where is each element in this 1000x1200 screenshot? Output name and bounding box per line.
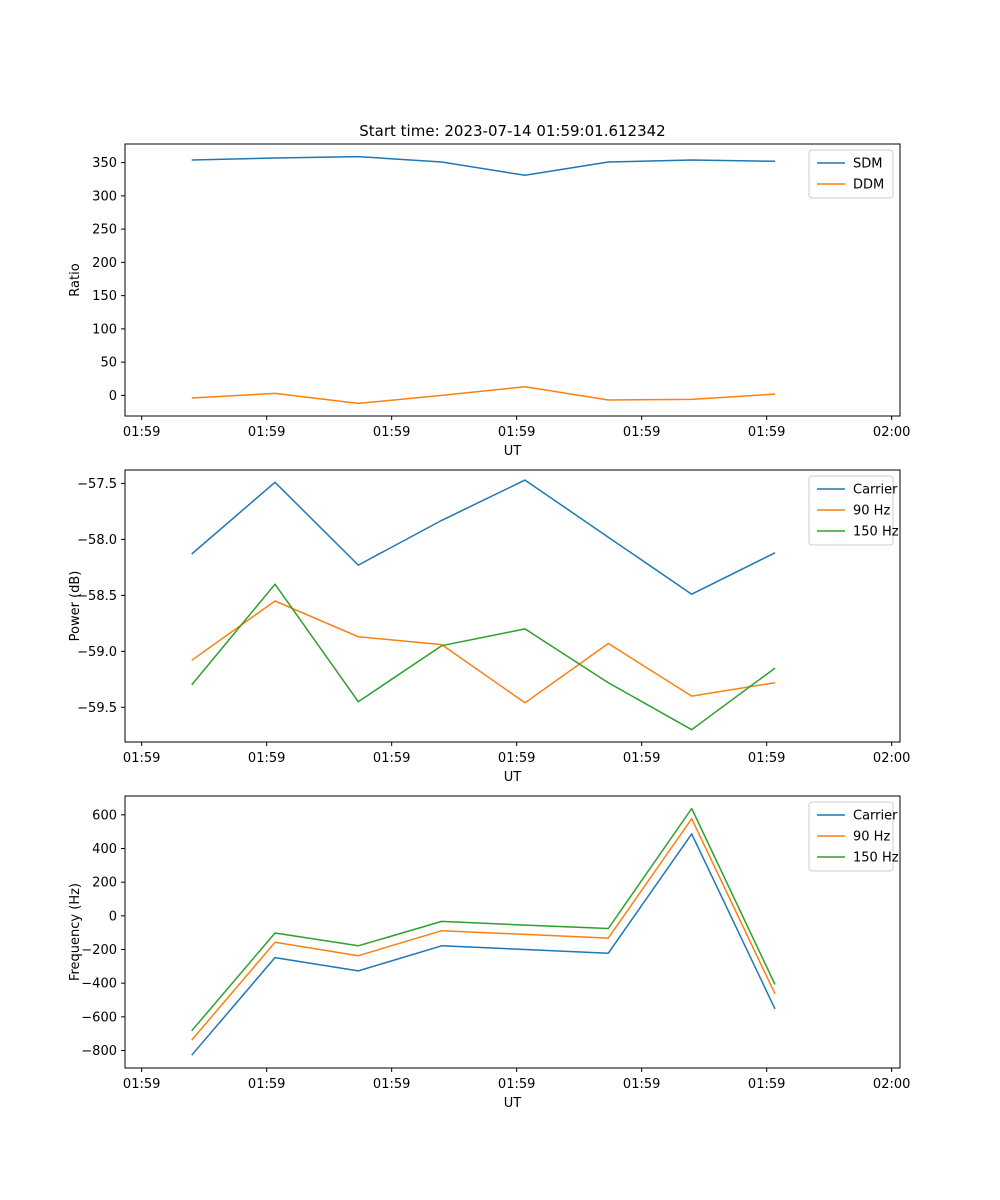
power-chart: 01:59 01:59 01:59 01:59 01:59 01:59 02:00 −59.5…	[68, 469, 910, 785]
x-tick-label: 02:00	[873, 1077, 910, 1092]
y-tick-label: 100	[92, 322, 117, 337]
legend-entry: Carrier	[853, 483, 898, 498]
y-tick-label: 350	[92, 156, 117, 171]
y-tick-label: −800	[81, 1044, 117, 1059]
x-tick-label: 01:59	[498, 751, 535, 766]
x-axis-label: UT	[504, 1096, 522, 1111]
x-tick-label: 01:59	[123, 751, 160, 766]
x-tick-label: 02:00	[873, 425, 910, 440]
y-tick-label: 50	[100, 356, 117, 371]
y-axis-label: Ratio	[68, 263, 83, 296]
x-tick-label: 01:59	[248, 425, 285, 440]
y-tick-label: −200	[81, 943, 117, 958]
y-tick-label: 200	[92, 876, 117, 891]
y-tick-label: 250	[92, 223, 117, 238]
x-tick-label: 01:59	[248, 751, 285, 766]
y-tick-label: −58.0	[77, 533, 117, 548]
series-line-150-hz	[191, 807, 776, 1032]
x-tick-label: 01:59	[748, 425, 785, 440]
y-tick-label: −400	[81, 977, 117, 992]
x-axis-label: UT	[504, 770, 522, 785]
chart-title: Start time: 2023-07-14 01:59:01.612342	[359, 122, 665, 140]
legend-entry: 150 Hz	[853, 525, 899, 540]
x-tick-label: 01:59	[498, 425, 535, 440]
y-tick-label: 0	[109, 389, 117, 404]
x-tick-label: 01:59	[123, 425, 160, 440]
y-tick-label: −59.0	[77, 645, 117, 660]
frequency-chart: 01:59 01:59 01:59 01:59 01:59 01:59 02:00 −800 −…	[68, 795, 910, 1111]
legend-entry: DDM	[853, 178, 884, 193]
legend: Carrier 90 Hz 150 Hz	[808, 475, 899, 546]
x-tick-label: 02:00	[873, 751, 910, 766]
x-tick-label: 01:59	[623, 751, 660, 766]
x-tick-label: 01:59	[623, 1077, 660, 1092]
x-tick-label: 01:59	[748, 1077, 785, 1092]
legend-box	[808, 149, 894, 199]
legend-entry: 90 Hz	[853, 504, 890, 519]
x-tick-label: 01:59	[373, 1077, 410, 1092]
x-tick-label: 01:59	[623, 425, 660, 440]
y-tick-label: −57.5	[77, 477, 117, 492]
y-tick-label: 600	[92, 808, 117, 823]
legend-entry: 90 Hz	[853, 830, 890, 845]
ratio-chart: Start time: 2023-07-14 01:59:01.61234201…	[68, 122, 910, 459]
series-line-sdm	[191, 155, 776, 177]
y-tick-label: 150	[92, 289, 117, 304]
y-axis-label: Power (dB)	[68, 571, 83, 642]
y-tick-label: 400	[92, 842, 117, 857]
legend-box	[808, 801, 894, 872]
x-axis-label: UT	[504, 444, 522, 459]
x-tick-label: 01:59	[748, 751, 785, 766]
y-tick-label: −59.5	[77, 701, 117, 716]
legend: Carrier 90 Hz 150 Hz	[808, 801, 899, 872]
y-tick-label: −600	[81, 1010, 117, 1025]
y-tick-label: 200	[92, 256, 117, 271]
series-line-ddm	[191, 385, 776, 405]
y-axis-label: Frequency (Hz)	[68, 883, 83, 981]
axes-frame	[124, 795, 901, 1069]
x-tick-label: 01:59	[373, 751, 410, 766]
series-line-90-hz	[191, 817, 776, 1041]
legend-entry: Carrier	[853, 809, 898, 824]
series-line-carrier	[191, 479, 776, 595]
x-tick-label: 01:59	[123, 1077, 160, 1092]
legend-entry: SDM	[853, 157, 882, 172]
series-line-carrier	[191, 833, 776, 1056]
series-line-90-hz	[191, 600, 776, 704]
legend-box	[808, 475, 894, 546]
x-tick-label: 01:59	[498, 1077, 535, 1092]
x-tick-label: 01:59	[248, 1077, 285, 1092]
axes-frame	[124, 143, 901, 417]
y-tick-label: −58.5	[77, 589, 117, 604]
y-tick-label: 0	[109, 909, 117, 924]
x-tick-label: 01:59	[373, 425, 410, 440]
axes-frame	[124, 469, 901, 743]
legend: SDM DDM	[808, 149, 894, 199]
series-line-150-hz	[191, 583, 776, 731]
y-tick-label: 300	[92, 189, 117, 204]
legend-entry: 150 Hz	[853, 851, 899, 866]
